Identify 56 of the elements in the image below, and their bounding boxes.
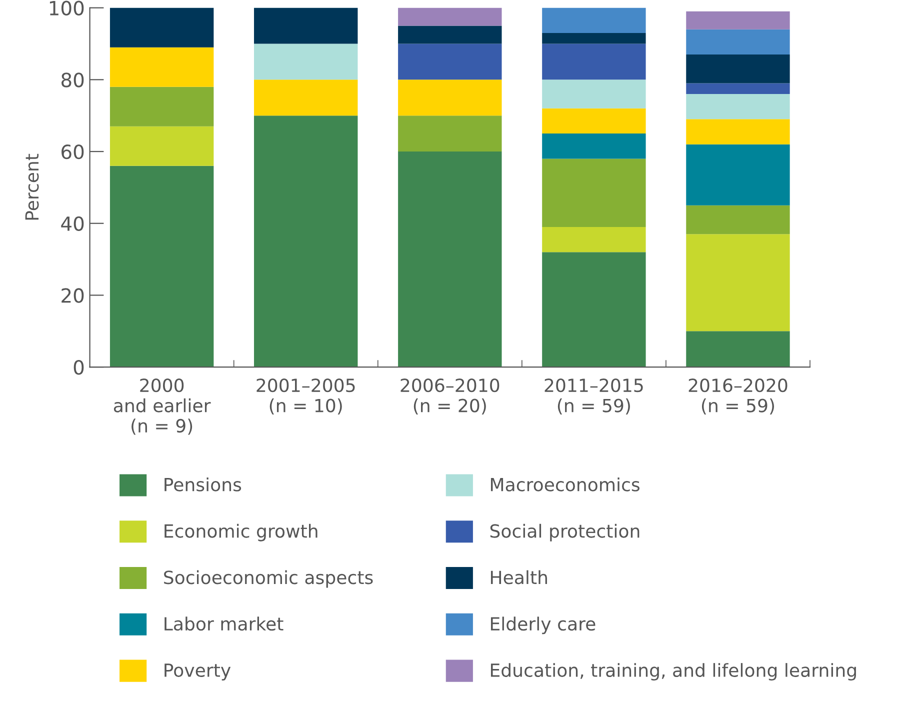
legend-label: Economic growth <box>164 524 318 542</box>
bar <box>398 44 502 80</box>
bar <box>686 29 790 55</box>
legend-label: Socioeconomic aspects <box>164 570 373 588</box>
legend-label: Labor market <box>164 616 284 631</box>
bar <box>398 152 502 368</box>
legend-label: Poverty <box>164 664 231 681</box>
legend-label: Health <box>490 570 547 584</box>
bar <box>542 226 646 252</box>
bar <box>686 94 790 120</box>
legend-label: Elderly care <box>490 616 596 634</box>
bar <box>686 11 790 30</box>
bar <box>542 108 646 134</box>
bar <box>254 116 358 368</box>
bar <box>254 44 358 80</box>
bar <box>254 80 358 116</box>
bar <box>398 8 502 26</box>
bar <box>686 205 790 234</box>
x-tick-label: 2000 and earlier (n = 9) <box>114 378 211 435</box>
y-tick-label: 20 <box>62 288 84 303</box>
bar <box>110 126 214 166</box>
bar <box>542 8 646 33</box>
legend-label: Macroeconomics <box>490 477 640 492</box>
bar <box>254 8 358 44</box>
y-tick-label: 0 <box>74 360 84 375</box>
bar <box>686 144 790 206</box>
bar <box>110 8 214 48</box>
x-tick-label: 2016–2020 (n = 59) <box>688 378 788 414</box>
bar <box>542 134 646 159</box>
bar <box>686 331 790 368</box>
bar <box>542 252 646 368</box>
bar <box>398 80 502 116</box>
bar <box>398 26 502 44</box>
y-axis-title: Percent <box>25 154 39 220</box>
bar <box>398 116 502 152</box>
bar <box>542 158 646 227</box>
y-tick-label: 100 <box>50 0 84 16</box>
bar <box>686 83 790 94</box>
x-tick-label: 2011–2015 (n = 59) <box>544 378 643 414</box>
x-tick-label: 2001–2005 (n = 10) <box>256 378 355 414</box>
bar <box>686 234 790 332</box>
bar <box>110 47 214 87</box>
bar <box>686 119 790 144</box>
bar <box>110 166 214 368</box>
legend-label: Social protection <box>490 524 640 542</box>
y-tick-label: 80 <box>62 72 84 88</box>
legend-label: Pensions <box>164 477 242 492</box>
bar <box>542 80 646 108</box>
bar <box>542 32 646 44</box>
y-tick-label: 40 <box>61 216 84 232</box>
x-tick-label: 2006–2010 (n = 20) <box>400 378 500 414</box>
bar <box>110 86 214 126</box>
bar <box>686 54 790 84</box>
bar <box>542 44 646 80</box>
legend-label: Education, training, and lifelong learning <box>490 663 856 681</box>
y-tick-label: 60 <box>62 144 84 160</box>
